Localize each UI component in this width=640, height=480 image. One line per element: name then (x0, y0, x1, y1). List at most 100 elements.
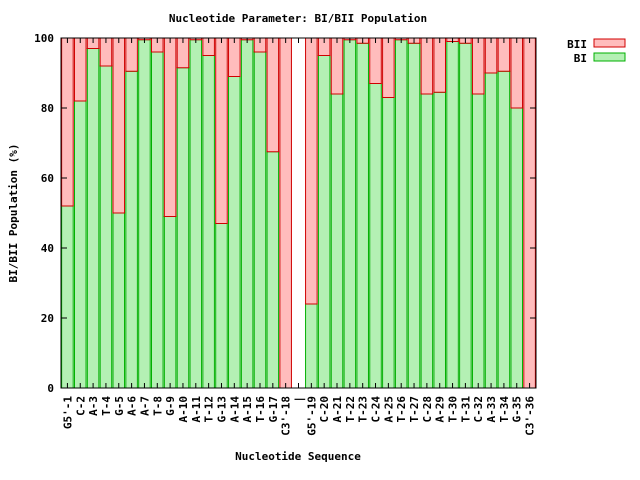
x-tick-label-32: C-32 (472, 396, 485, 423)
x-tick-label-15: T-16 (254, 396, 267, 423)
bar-bi-8 (163, 216, 177, 389)
bar-bi-2 (86, 48, 100, 389)
bar-bi-26 (394, 39, 408, 389)
legend-label-bii: BII (567, 38, 587, 51)
bar-bii-24 (369, 37, 382, 84)
x-axis-ticks: G5'-1 C-2 A-3 T-4 G-5 A-6 A-7 T-8 G-9 A-10 A-11 T-1… (61, 38, 537, 436)
y-tick-label-4: 80 (41, 102, 54, 115)
bar-bi-10 (189, 39, 203, 389)
x-tick-label-36: C3'-36 (524, 396, 537, 436)
legend-label-bi: BI (574, 52, 587, 65)
x-tick-label-11: T-12 (203, 396, 216, 423)
x-tick-label-2: A-3 (87, 396, 100, 416)
legend: BII BI (567, 38, 626, 65)
bar-bi-21 (330, 93, 344, 389)
y-tick-label-2: 40 (41, 242, 54, 255)
x-tick-label-6: A-7 (138, 396, 151, 416)
x-tick-label-9: A-10 (177, 396, 190, 423)
x-tick-label-17: C3'-18 (280, 396, 293, 436)
bar-bi-1 (73, 100, 87, 389)
x-tick-label-3: T-4 (100, 396, 113, 416)
bar-bii-0 (61, 37, 74, 207)
bar-bi-14 (240, 39, 254, 389)
bars-group (61, 37, 536, 389)
bar-bii-35 (510, 37, 524, 109)
x-tick-label-28: C-28 (421, 396, 434, 423)
y-tick-label-3: 60 (41, 172, 54, 185)
x-tick-label-31: T-31 (459, 396, 472, 423)
x-tick-label-5: A-6 (126, 396, 139, 416)
x-tick-label-18: | (293, 396, 306, 403)
bar-bi-4 (112, 212, 126, 389)
bar-bi-5 (125, 70, 138, 389)
chart-title: Nucleotide Parameter: BI/BII Population (169, 12, 427, 25)
bar-bi-34 (497, 70, 511, 389)
bar-bi-12 (215, 223, 228, 389)
bar-bi-25 (382, 97, 395, 389)
x-tick-label-30: T-30 (447, 396, 460, 423)
bar-bii-21 (330, 37, 344, 95)
x-tick-label-19: G5'-19 (305, 396, 318, 436)
bar-bii-19 (305, 37, 318, 305)
x-tick-label-12: G-13 (215, 396, 228, 423)
x-tick-label-10: A-11 (190, 396, 203, 423)
x-tick-label-25: A-25 (382, 396, 395, 423)
bar-bi-6 (138, 39, 151, 389)
bar-bii-17 (279, 37, 292, 389)
x-tick-label-4: G-5 (113, 396, 126, 416)
x-tick-label-34: T-34 (498, 396, 511, 423)
x-tick-label-16: G-17 (267, 396, 280, 423)
bar-bi-32 (471, 93, 485, 389)
y-tick-label-5: 100 (34, 32, 54, 45)
bar-bii-4 (112, 37, 126, 214)
y-tick-label-1: 20 (41, 312, 54, 325)
x-tick-label-29: A-29 (434, 396, 447, 423)
x-tick-label-13: A-14 (228, 396, 241, 423)
x-tick-label-33: A-33 (485, 396, 498, 423)
x-tick-label-22: T-22 (344, 396, 357, 423)
bar-bi-19 (305, 303, 318, 389)
bar-bi-7 (151, 51, 164, 389)
bar-bi-33 (484, 72, 498, 389)
x-tick-label-8: G-9 (164, 396, 177, 416)
x-tick-label-26: T-26 (395, 396, 408, 423)
y-axis-label: BI/BII Population (%) (7, 143, 20, 282)
x-tick-label-27: T-27 (408, 396, 421, 423)
bar-bii-32 (471, 37, 485, 95)
x-tick-label-20: C-20 (318, 396, 331, 423)
x-tick-label-14: A-15 (241, 396, 254, 423)
legend-swatch-bii (593, 38, 626, 48)
bar-bi-23 (356, 42, 369, 389)
bar-bi-0 (61, 205, 74, 389)
bar-bii-28 (420, 37, 434, 95)
bar-bi-16 (266, 151, 280, 389)
bar-bi-20 (317, 55, 331, 389)
y-axis-ticks: 0 20 40 60 80 100 (34, 32, 536, 395)
bar-bi-22 (343, 39, 357, 389)
bar-bi-11 (202, 55, 215, 389)
x-tick-label-7: T-8 (151, 396, 164, 416)
bar-bii-16 (266, 37, 280, 153)
x-tick-label-24: C-24 (370, 396, 383, 423)
bar-bii-8 (163, 37, 177, 217)
bar-bi-30 (446, 41, 459, 389)
x-tick-label-35: G-35 (511, 396, 524, 423)
x-axis-label: Nucleotide Sequence (235, 450, 361, 463)
x-tick-label-21: A-21 (331, 396, 344, 423)
bar-bi-24 (369, 83, 382, 389)
x-tick-label-23: T-23 (357, 396, 370, 423)
bar-bii-33 (484, 37, 498, 74)
bar-bii-29 (433, 37, 446, 93)
bar-bi-9 (176, 67, 190, 389)
bar-bi-13 (228, 76, 241, 389)
x-tick-label-1: C-2 (74, 396, 87, 416)
bar-bii-12 (215, 37, 228, 224)
x-tick-label-0: G5'-1 (61, 396, 74, 429)
bar-bii-13 (228, 37, 241, 77)
bar-bii-25 (382, 37, 395, 98)
legend-swatch-bi (593, 52, 626, 62)
bar-bi-28 (420, 93, 434, 389)
bar-bii-1 (73, 37, 87, 102)
bar-bi-31 (459, 42, 472, 389)
